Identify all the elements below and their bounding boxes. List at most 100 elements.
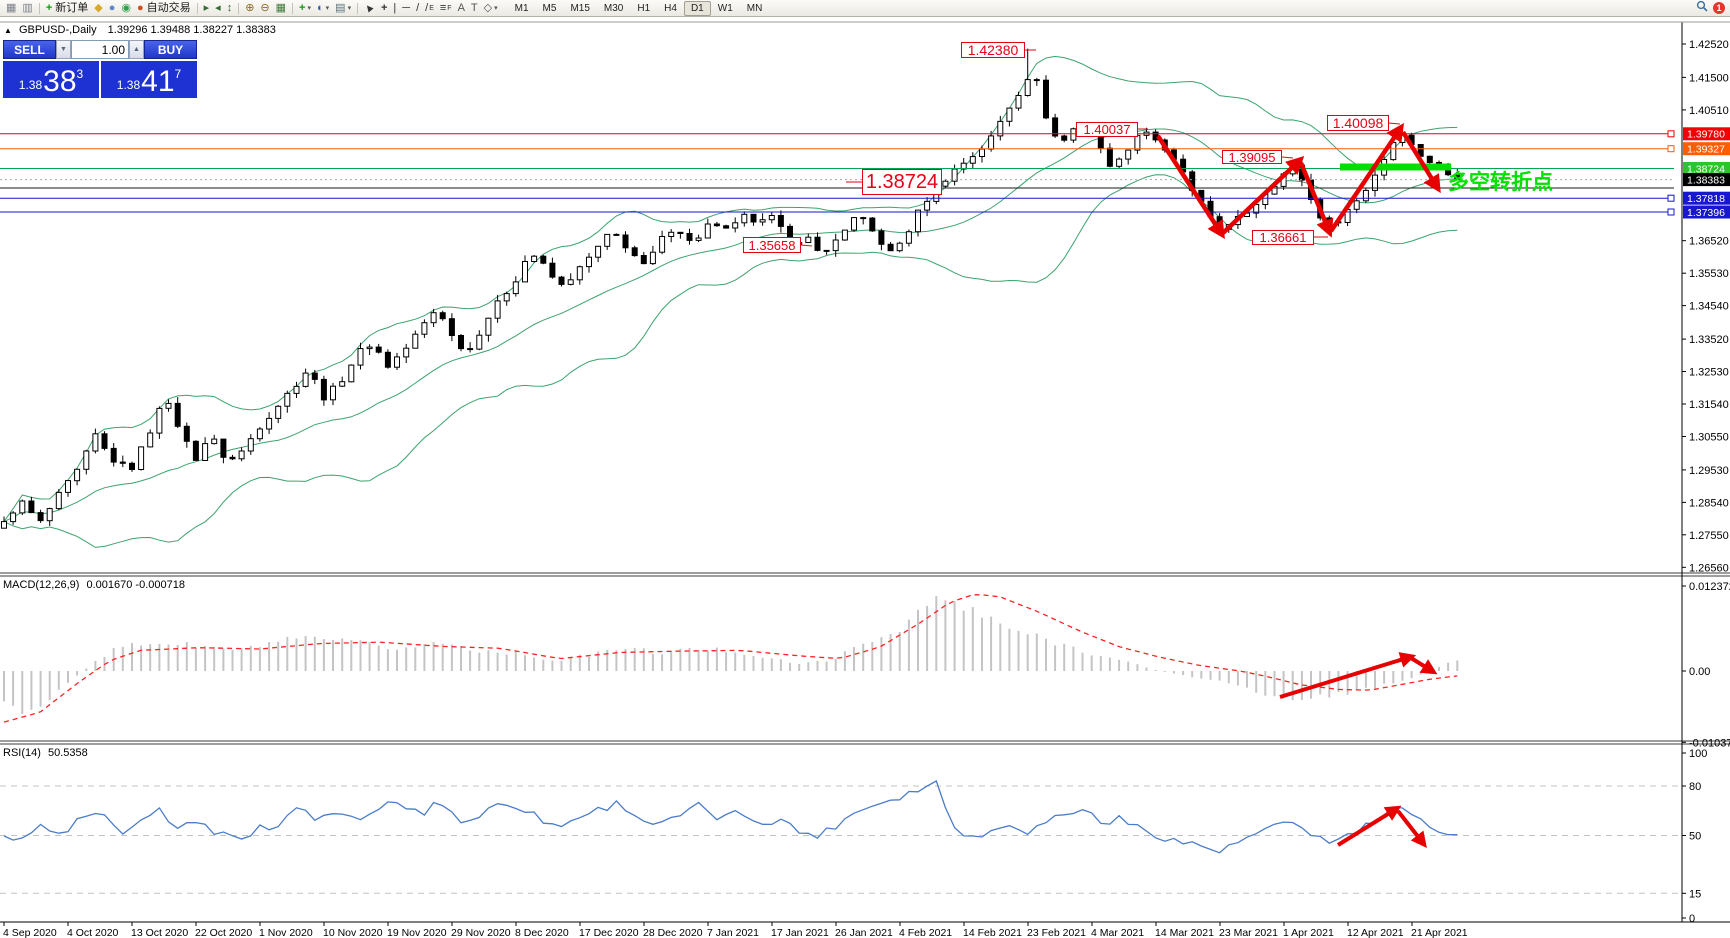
price-annotation[interactable]: 1.39095 — [1222, 150, 1282, 165]
svg-text:-0.010374: -0.010374 — [1689, 737, 1730, 749]
shapes-icon[interactable]: ◇ ▾ — [483, 1, 498, 14]
zoom-in-icon[interactable]: ⊕ — [242, 1, 257, 16]
collapse-triangle-icon[interactable]: ▲ — [4, 26, 12, 35]
timeframe-m15[interactable]: M15 — [570, 2, 590, 14]
svg-text:1.37818: 1.37818 — [1687, 193, 1725, 205]
trend-arrow[interactable] — [1156, 134, 1225, 240]
crosshair-icon[interactable]: + — [378, 1, 390, 16]
periodicity-icon[interactable]: ◐ ▾ — [317, 1, 330, 14]
trend-arrow[interactable] — [1298, 162, 1334, 238]
cn-annotation-note[interactable]: 多空转折点 — [1448, 171, 1553, 194]
add-indicator-icon[interactable]: + ▾ — [299, 1, 311, 14]
line-handle[interactable] — [1667, 145, 1675, 153]
timeframe-h4[interactable]: H4 — [664, 2, 677, 14]
sell-price-main: 38 — [43, 65, 77, 98]
label-icon[interactable]: T — [468, 1, 481, 16]
fibonacci-icon: ≡ — [439, 1, 447, 14]
trend-arrow[interactable] — [1396, 809, 1427, 849]
svg-text:1 Nov 2020: 1 Nov 2020 — [259, 927, 313, 938]
horizontal-line-icon[interactable]: ─ — [399, 1, 413, 16]
buy-price-box[interactable]: 1.38 41 7 — [101, 61, 197, 98]
timeframe-m5[interactable]: M5 — [542, 2, 557, 14]
svg-text:1.29530: 1.29530 — [1689, 465, 1729, 477]
timeframe-m30[interactable]: M30 — [603, 2, 624, 14]
svg-text:0.00: 0.00 — [1689, 666, 1710, 678]
template-icon[interactable]: ▤ ▾ — [335, 1, 352, 14]
fibonacci-icon[interactable]: ≡ F — [439, 1, 452, 14]
channel-icon[interactable]: / E — [425, 1, 434, 14]
timeframe-mn[interactable]: MN — [746, 2, 763, 14]
svg-text:100: 100 — [1689, 748, 1707, 760]
timeframe-d1[interactable]: D1 — [683, 0, 711, 16]
chart-shift-icon[interactable]: ▸ — [201, 1, 213, 16]
toolbar-separator — [357, 2, 359, 14]
shapes-icon: ◇ — [483, 1, 493, 14]
macd-indicator-label: MACD(12,26,9) 0.001670 -0.000718 — [3, 579, 185, 591]
svg-text:1.40510: 1.40510 — [1689, 105, 1729, 117]
svg-text:4 Sep 2020: 4 Sep 2020 — [3, 927, 57, 938]
buy-button[interactable]: BUY — [144, 40, 197, 59]
bollinger-lower-line — [3, 174, 1458, 548]
price-annotation[interactable]: 1.40037 — [1076, 122, 1138, 137]
line-handle[interactable] — [1667, 194, 1675, 202]
zoom-in-icon: ⊕ — [245, 1, 255, 14]
chart-window-icon[interactable]: ▦ — [3, 1, 19, 16]
vertical-line-icon[interactable]: | — [390, 1, 399, 16]
chart-offset-icon[interactable]: ↕ — [224, 1, 236, 16]
svg-text:10 Nov 2020: 10 Nov 2020 — [323, 927, 383, 938]
search-icon[interactable] — [1696, 0, 1708, 17]
trend-arrow[interactable] — [1279, 652, 1417, 699]
axis-price-chip — [1683, 205, 1730, 219]
price-annotation[interactable]: 1.40098 — [1327, 115, 1389, 131]
svg-text:1.38724: 1.38724 — [1687, 163, 1725, 175]
price-annotation[interactable]: 1.42380 — [961, 42, 1025, 58]
chart-scroll-icon[interactable]: ◂ — [212, 1, 224, 16]
svg-text:1.37396: 1.37396 — [1687, 207, 1725, 219]
buy-price-pip: 7 — [174, 67, 182, 81]
trend-arrow[interactable] — [1221, 156, 1305, 235]
cursor-icon[interactable]: ▲ — [361, 0, 378, 16]
line-handle[interactable] — [1667, 130, 1675, 138]
price-annotation[interactable]: 1.38724 — [862, 169, 942, 195]
magnifier-window-icon[interactable]: ▥ — [19, 1, 35, 16]
timeframe-w1[interactable]: W1 — [717, 2, 733, 14]
svg-text:1 Apr 2021: 1 Apr 2021 — [1283, 927, 1334, 938]
trend-arrow[interactable] — [1336, 805, 1402, 847]
price-annotation[interactable]: 1.36661 — [1252, 230, 1314, 245]
svg-text:8 Dec 2020: 8 Dec 2020 — [515, 927, 569, 938]
timeframe-m1[interactable]: M1 — [514, 2, 529, 14]
sell-price-box[interactable]: 1.38 38 3 — [3, 61, 99, 98]
svg-text:1.31540: 1.31540 — [1689, 399, 1729, 411]
text-icon[interactable]: A — [455, 1, 468, 16]
autotrade-icon[interactable]: ● 自动交易 — [136, 1, 191, 14]
chart-scroll-icon: ◂ — [215, 1, 221, 14]
zoom-out-icon[interactable]: ⊖ — [257, 1, 272, 16]
symbol-name: GBPUSD-,Daily — [18, 24, 97, 36]
volume-down-stepper[interactable]: ▼ — [56, 40, 71, 59]
toolbar-separator — [38, 2, 40, 14]
contacts-icon[interactable]: ● — [106, 1, 119, 16]
trendline-icon[interactable]: / — [413, 1, 422, 16]
trend-arrow[interactable] — [1329, 123, 1405, 233]
tile-windows-icon[interactable]: ▦ — [273, 1, 289, 16]
volume-input[interactable] — [71, 40, 129, 59]
timeframe-h1[interactable]: H1 — [637, 2, 651, 14]
signal-icon[interactable]: ◉ — [118, 1, 134, 16]
price-annotation[interactable]: 1.35658 — [743, 237, 801, 253]
line-handle[interactable] — [1667, 208, 1675, 216]
svg-text:15: 15 — [1689, 888, 1701, 900]
trend-arrow[interactable] — [1401, 130, 1441, 194]
axis-price-chip — [1683, 191, 1730, 205]
new-order-icon[interactable]: + 新订单 — [45, 1, 89, 14]
eraser-icon[interactable]: ◆ — [91, 1, 105, 16]
notification-badge[interactable]: 1 — [1713, 2, 1725, 14]
svg-text:12 Apr 2021: 12 Apr 2021 — [1347, 927, 1404, 938]
svg-text:80: 80 — [1689, 781, 1701, 793]
tile-windows-icon: ▦ — [275, 1, 287, 14]
svg-text:13 Oct 2020: 13 Oct 2020 — [131, 927, 188, 938]
trend-arrow[interactable] — [1409, 656, 1438, 675]
svg-text:7 Jan 2021: 7 Jan 2021 — [707, 927, 759, 938]
volume-up-stepper[interactable]: ▲ — [129, 40, 144, 59]
sell-button[interactable]: SELL — [3, 40, 56, 59]
